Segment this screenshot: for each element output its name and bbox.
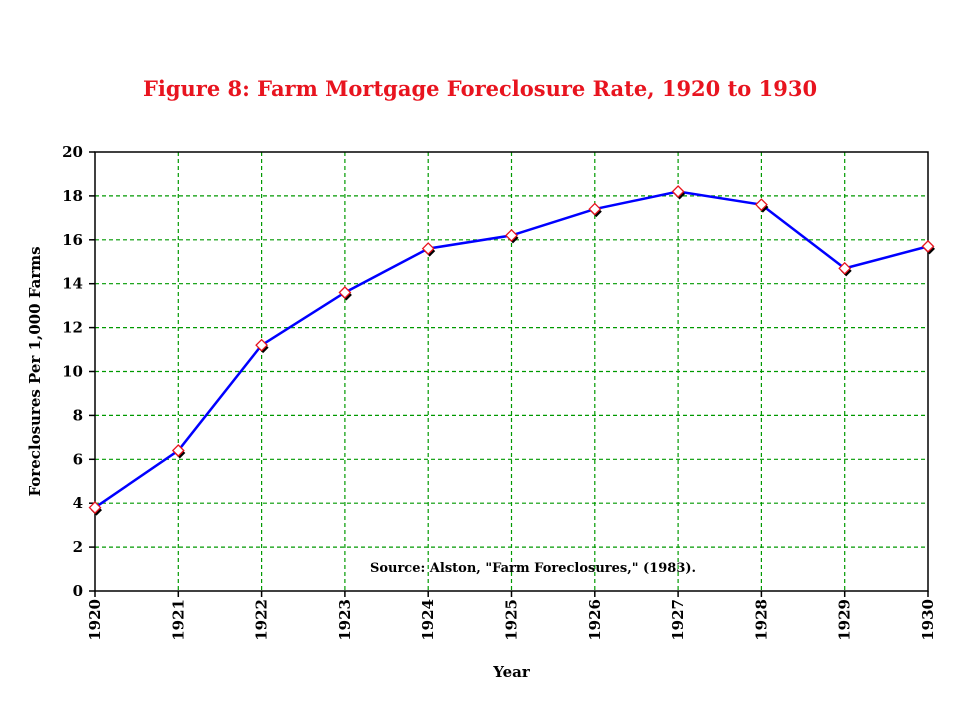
marker xyxy=(588,202,602,216)
data-point-1923 xyxy=(338,286,352,301)
y-tick-label: 18 xyxy=(62,187,83,205)
y-tick-label: 16 xyxy=(62,231,83,249)
marker xyxy=(338,286,352,299)
data-point-1920 xyxy=(88,501,102,516)
marker xyxy=(255,338,269,352)
data-point-1921 xyxy=(171,444,186,459)
x-tick-label: 1926 xyxy=(586,599,604,641)
data-point-1929 xyxy=(838,261,852,277)
data-markers xyxy=(88,185,935,516)
source-annotation: Source: Alston, "Farm Foreclosures," (19… xyxy=(370,561,696,576)
x-tick-label: 1924 xyxy=(419,599,437,641)
x-tick-label: 1929 xyxy=(836,599,854,641)
marker xyxy=(88,501,102,515)
y-axis-label: Foreclosures Per 1,000 Farms xyxy=(26,246,44,496)
x-tick-label: 1928 xyxy=(752,599,770,641)
data-point-1927 xyxy=(671,185,686,200)
y-tick-label: 12 xyxy=(62,319,83,337)
x-tick-label: 1927 xyxy=(669,599,687,641)
y-axis: 0 2 4 6 8 10 12 14 16 18 20 xyxy=(62,143,95,600)
marker xyxy=(754,198,768,212)
y-tick-label: 6 xyxy=(73,450,83,468)
data-point-1930 xyxy=(921,239,935,255)
data-point-1925 xyxy=(505,228,519,244)
marker xyxy=(921,239,935,253)
data-point-1928 xyxy=(754,198,769,213)
y-tick-label: 10 xyxy=(62,363,83,381)
y-tick-label: 14 xyxy=(62,275,83,293)
data-point-1922 xyxy=(255,338,269,354)
y-tick-label: 8 xyxy=(73,406,83,424)
x-tick-label: 1925 xyxy=(503,599,521,641)
marker xyxy=(421,242,435,255)
grid xyxy=(95,152,928,591)
x-axis: 1920 1921 1922 1923 1924 1925 1926 1927 1928 1929… xyxy=(86,591,937,641)
marker xyxy=(505,228,518,242)
y-tick-label: 2 xyxy=(73,538,83,556)
marker xyxy=(838,261,852,275)
x-tick-label: 1922 xyxy=(253,599,271,641)
x-tick-label: 1923 xyxy=(336,599,354,641)
y-tick-label: 0 xyxy=(73,582,83,600)
data-point-1926 xyxy=(588,202,602,218)
chart-title: Figure 8: Farm Mortgage Foreclosure Rate… xyxy=(142,76,818,101)
x-tick-label: 1920 xyxy=(86,599,104,641)
x-axis-label: Year xyxy=(492,663,531,681)
y-tick-label: 4 xyxy=(73,494,83,512)
x-tick-label: 1921 xyxy=(169,599,187,641)
data-point-1924 xyxy=(421,242,436,257)
marker xyxy=(171,444,185,457)
x-tick-label: 1930 xyxy=(919,599,937,641)
marker xyxy=(671,185,685,198)
y-tick-label: 20 xyxy=(62,143,83,161)
